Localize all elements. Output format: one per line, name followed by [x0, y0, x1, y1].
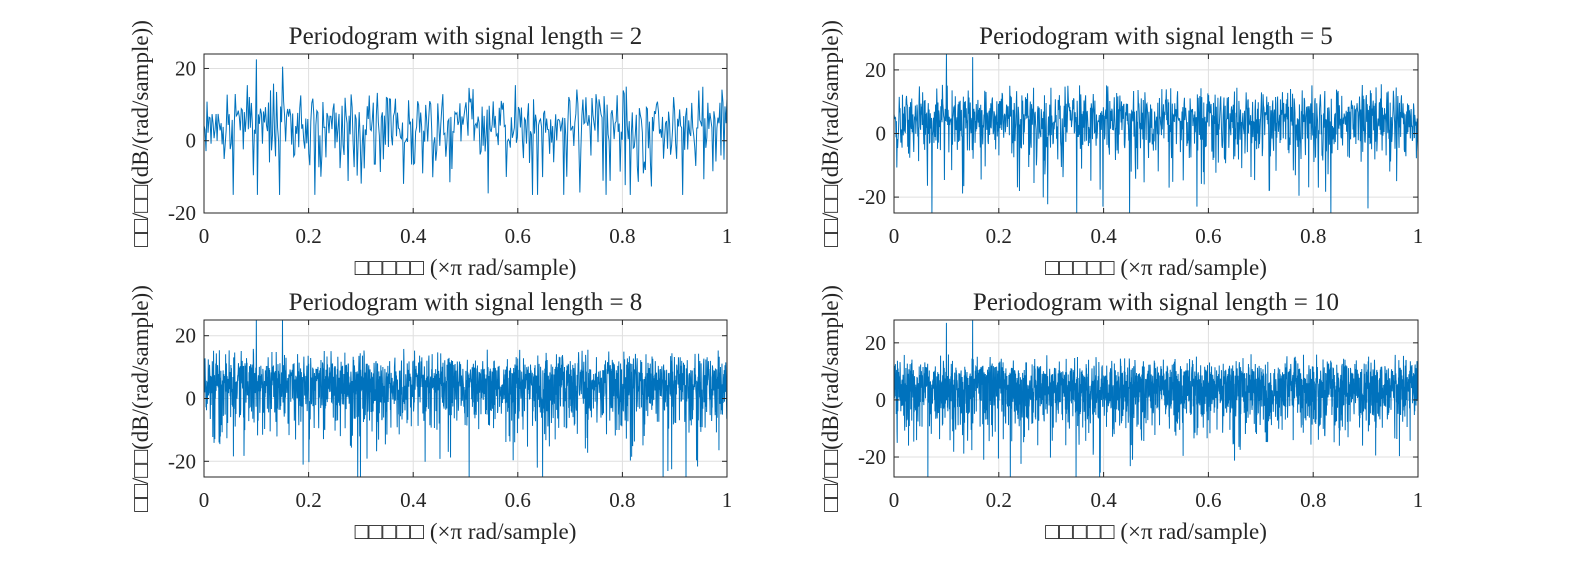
y-tick-label: 20 — [865, 331, 886, 355]
x-tick-label: 0 — [889, 224, 900, 248]
x-tick-label: 1 — [722, 488, 733, 512]
psd-series-line — [204, 59, 727, 195]
axes-box — [203, 53, 728, 214]
y-tick-label: 0 — [186, 387, 197, 411]
x-tick-label: 0.6 — [505, 488, 531, 512]
x-tick-label: 0.4 — [1090, 224, 1117, 248]
psd-series-line — [894, 320, 1418, 477]
chart-title: Periodogram with signal length = 8 — [289, 289, 643, 316]
y-tick-label: -20 — [858, 185, 886, 209]
x-tick-label: 0.6 — [1195, 224, 1221, 248]
x-tick-label: 0.6 — [505, 224, 531, 248]
x-tick-label: 0.8 — [609, 224, 635, 248]
x-tick-label: 0.2 — [295, 224, 321, 248]
x-tick-label: 0.4 — [400, 488, 427, 512]
y-tick-label: -20 — [858, 445, 886, 469]
y-tick-label: 0 — [186, 129, 197, 153]
y-tick-label: 20 — [865, 58, 886, 82]
x-axis-label: □□□□□ (×π rad/sample) — [355, 519, 577, 544]
y-tick-label: 0 — [876, 388, 887, 412]
psd-series-line — [204, 320, 727, 477]
axes-box — [893, 319, 1419, 478]
x-axis-label: □□□□□ (×π rad/sample) — [1045, 255, 1267, 280]
y-axis-label: □□/□□(dB/(rad/sample)) — [818, 20, 843, 247]
y-axis-label: □□/□□(dB/(rad/sample)) — [128, 285, 153, 512]
chart-title: Periodogram with signal length = 10 — [973, 289, 1339, 316]
x-tick-label: 0.4 — [1090, 488, 1117, 512]
x-tick-label: 1 — [1413, 488, 1424, 512]
y-tick-label: 0 — [876, 122, 887, 146]
x-tick-label: 0 — [199, 488, 210, 512]
y-axis-label: □□/□□(dB/(rad/sample)) — [818, 285, 843, 512]
x-tick-label: 0.2 — [986, 224, 1012, 248]
x-tick-label: 0.4 — [400, 224, 427, 248]
x-tick-label: 0.6 — [1195, 488, 1221, 512]
y-tick-label: -20 — [168, 449, 196, 473]
x-axis-label: □□□□□ (×π rad/sample) — [355, 255, 577, 280]
chart-title: Periodogram with signal length = 2 — [289, 23, 643, 50]
x-tick-label: 0.2 — [986, 488, 1012, 512]
x-tick-label: 1 — [1413, 224, 1424, 248]
psd-series-line — [894, 54, 1418, 213]
x-tick-label: 0 — [199, 224, 210, 248]
y-tick-label: 20 — [175, 56, 196, 80]
x-tick-label: 0 — [889, 488, 900, 512]
x-axis-label: □□□□□ (×π rad/sample) — [1045, 519, 1267, 544]
chart-title: Periodogram with signal length = 5 — [979, 23, 1333, 50]
x-tick-label: 0.2 — [295, 488, 321, 512]
y-tick-label: -20 — [168, 201, 196, 225]
y-axis-label: □□/□□(dB/(rad/sample)) — [128, 20, 153, 247]
x-tick-label: 0.8 — [1300, 224, 1326, 248]
x-tick-label: 0.8 — [1300, 488, 1326, 512]
x-tick-label: 1 — [722, 224, 733, 248]
x-tick-label: 0.8 — [609, 488, 635, 512]
y-tick-label: 20 — [175, 324, 196, 348]
